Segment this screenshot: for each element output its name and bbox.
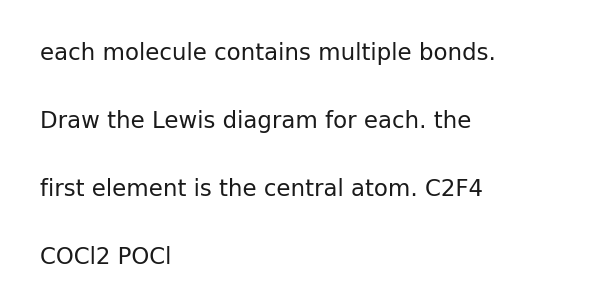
Text: first element is the central atom. C2F4: first element is the central atom. C2F4: [40, 178, 483, 201]
Text: Draw the Lewis diagram for each. the: Draw the Lewis diagram for each. the: [40, 110, 472, 133]
Text: COCl2 POCl: COCl2 POCl: [40, 246, 172, 269]
Text: each molecule contains multiple bonds.: each molecule contains multiple bonds.: [40, 42, 496, 65]
